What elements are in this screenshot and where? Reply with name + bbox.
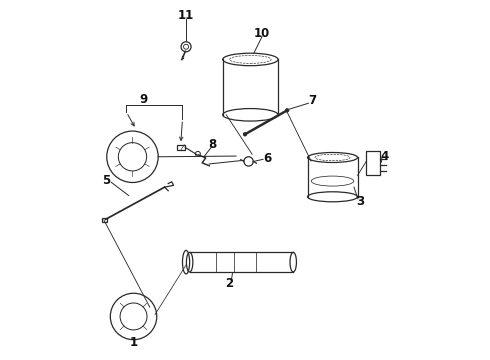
Text: 9: 9 (139, 94, 147, 107)
Circle shape (243, 132, 247, 136)
Text: 11: 11 (178, 9, 194, 22)
Text: 5: 5 (102, 174, 111, 187)
Text: 10: 10 (254, 27, 270, 40)
Text: 3: 3 (356, 195, 364, 208)
Text: 1: 1 (129, 336, 138, 350)
Text: 8: 8 (209, 138, 217, 151)
Circle shape (285, 109, 289, 112)
Text: 7: 7 (308, 94, 316, 107)
Text: 4: 4 (381, 150, 389, 163)
Text: 6: 6 (264, 152, 271, 165)
Text: 2: 2 (225, 277, 233, 290)
